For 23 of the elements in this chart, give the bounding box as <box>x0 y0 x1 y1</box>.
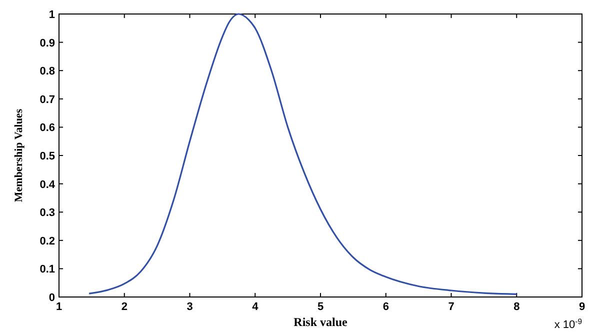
text: x 10$^{-9}$ <box>554 316 582 331</box>
y-tick-label: 0.3 <box>40 207 55 220</box>
y-tick-label: 1 <box>48 9 55 21</box>
line-series <box>88 13 518 295</box>
x-axis-title: Risk value <box>294 315 348 329</box>
x-tick-label: 5 <box>317 301 324 313</box>
y-tick-label: 0.6 <box>40 122 55 134</box>
y-tick-label: 0.5 <box>40 150 55 162</box>
x-tick-label: 3 <box>186 301 193 313</box>
y-tick-label: 0.9 <box>40 37 55 50</box>
x-tick-label: 7 <box>448 301 454 313</box>
y-tick-label: 0.8 <box>40 66 55 78</box>
x-tick-label: 8 <box>514 301 520 313</box>
x-tick-label: 4 <box>252 301 260 313</box>
y-tick-label: 0.2 <box>40 235 55 248</box>
y-tick-label: 0 <box>48 292 55 304</box>
x-tick-label: 6 <box>382 301 389 313</box>
y-tick-label: 0.7 <box>40 94 55 106</box>
y-axis-title: Membership Values <box>13 108 25 202</box>
x-tick-label: 9 <box>578 301 586 313</box>
x-tick-label: 2 <box>121 301 128 313</box>
y-tick-label: 0.1 <box>40 264 55 276</box>
y-tick-label: 0.4 <box>40 178 56 191</box>
